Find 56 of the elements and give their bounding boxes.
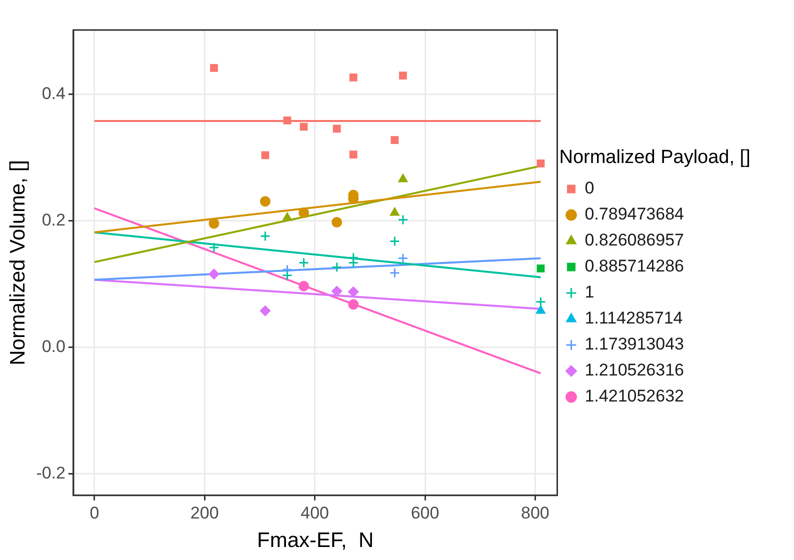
- x-tick-label: 400: [300, 503, 329, 522]
- legend-label: 0.826086957: [584, 230, 684, 250]
- point: [398, 214, 408, 225]
- legend-label: 0.885714286: [584, 256, 684, 276]
- point: [332, 262, 342, 272]
- point: [398, 253, 408, 264]
- point: [535, 296, 546, 308]
- point: [260, 230, 270, 242]
- y-tick-label: -0.2: [36, 464, 66, 483]
- point: [298, 280, 310, 292]
- x-axis-title: Fmax-EF, N: [257, 529, 374, 552]
- point: [398, 174, 408, 182]
- point: [348, 286, 359, 298]
- point: [260, 306, 270, 316]
- point: [261, 151, 270, 160]
- legend-label: 0.789473684: [584, 204, 684, 224]
- y-tick-label: 0.4: [42, 84, 66, 104]
- point: [399, 72, 407, 80]
- x-tick-label: 200: [190, 503, 219, 522]
- point: [332, 216, 342, 228]
- legend-label: 1.210526316: [584, 360, 684, 380]
- point: [536, 306, 546, 314]
- point: [298, 257, 310, 268]
- point: [208, 242, 220, 253]
- point: [348, 299, 359, 310]
- point: [282, 270, 293, 281]
- x-tick-label: 800: [521, 503, 550, 522]
- point: [208, 268, 220, 280]
- point: [210, 64, 218, 72]
- point: [208, 218, 220, 229]
- legend-label: 0: [584, 178, 594, 198]
- point: [298, 207, 310, 218]
- point: [300, 122, 308, 131]
- point: [390, 136, 399, 144]
- legend-label: 1.114285714: [584, 308, 683, 328]
- legend-label: 1.421052632: [584, 386, 684, 406]
- point: [536, 159, 545, 168]
- x-tick-label: 600: [410, 503, 440, 522]
- point: [332, 124, 341, 133]
- point: [389, 236, 400, 246]
- point: [349, 73, 358, 82]
- point: [260, 196, 270, 207]
- y-tick-label: 0.0: [42, 337, 66, 356]
- legend-label: 1.173913043: [584, 334, 684, 354]
- point: [536, 264, 545, 272]
- legend-title: Normalized Payload, []: [559, 146, 750, 168]
- point: [389, 268, 400, 278]
- point: [349, 150, 358, 159]
- y-axis-title: Normalized Volume, []: [6, 160, 30, 366]
- point: [390, 207, 400, 216]
- y-tick-label: 0.2: [42, 210, 66, 230]
- point: [282, 212, 292, 221]
- x-tick-label: 0: [90, 503, 100, 522]
- point: [332, 286, 342, 296]
- legend-label: 1: [584, 282, 594, 302]
- point: [283, 116, 292, 124]
